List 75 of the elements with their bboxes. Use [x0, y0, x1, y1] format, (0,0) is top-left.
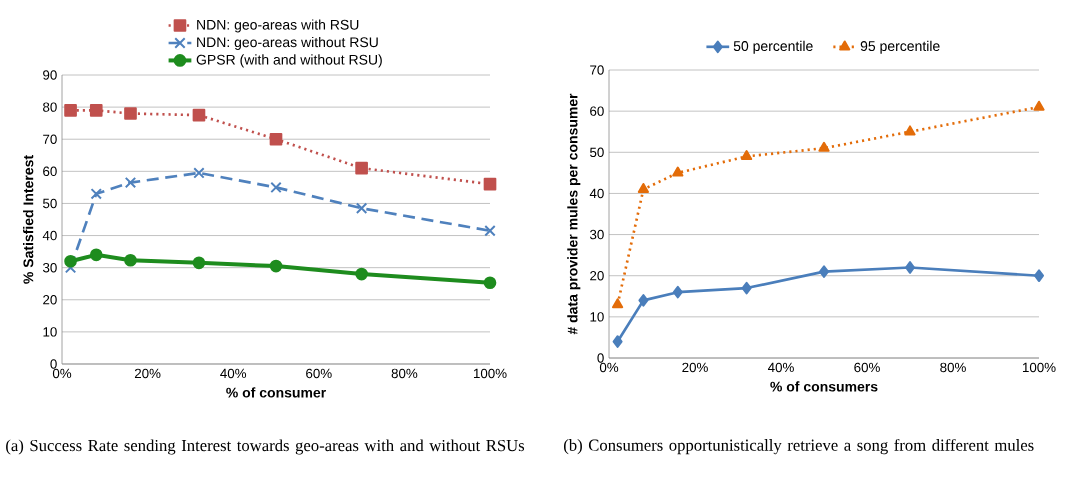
y-tick-label: 70	[43, 134, 57, 144]
y-axis-title: # data provider mules per consumer	[567, 93, 581, 335]
point	[672, 166, 684, 177]
x-tick-label: 20%	[682, 362, 708, 373]
point	[89, 103, 103, 117]
point	[355, 202, 368, 214]
point	[269, 132, 283, 146]
y-tick-label: 30	[42, 262, 57, 273]
point	[124, 253, 137, 267]
y-axis-title: % Satisfied Interest	[23, 155, 34, 284]
point	[818, 141, 830, 152]
x-tick-label: 40%	[767, 362, 794, 373]
point	[740, 150, 753, 161]
x-tick-label: 20%	[134, 368, 161, 379]
y-tick-label: 10	[590, 312, 604, 322]
point	[637, 182, 650, 193]
point	[483, 177, 497, 191]
point	[64, 103, 77, 117]
legend-label: 50 percentile	[733, 40, 813, 54]
point	[124, 176, 137, 189]
point	[124, 107, 137, 120]
y-tick-label: 20	[43, 295, 57, 305]
y-tick-label: 60	[590, 106, 604, 116]
point	[741, 281, 752, 295]
point	[193, 167, 205, 179]
point	[638, 294, 649, 307]
y-tick-label: 50	[590, 147, 604, 158]
point	[270, 181, 282, 194]
y-tick-label: 0	[597, 353, 604, 363]
x-tick-label: 60%	[854, 362, 880, 373]
y-tick-label: 40	[42, 230, 57, 241]
point	[483, 276, 497, 290]
x-axis-title: % of consumer	[226, 387, 326, 398]
y-tick-label: 20	[590, 271, 604, 281]
legend-label: 95 percentile	[860, 40, 940, 54]
y-tick-label: 90	[43, 70, 57, 80]
point	[904, 125, 916, 136]
x-tick-label: 0%	[599, 362, 619, 373]
y-tick-label: 50	[43, 198, 57, 209]
point	[192, 108, 206, 122]
x-tick-label: 80%	[940, 362, 966, 373]
x-axis-title: % of consumers	[770, 381, 878, 392]
point	[1033, 100, 1045, 111]
text: (b) Consumers opportunistically retrieve a song from different mules	[564, 438, 1034, 455]
x-tick-label: 100%	[473, 368, 507, 379]
legend-label: GPSR (with and without RSU)	[196, 54, 382, 68]
y-tick-label: 70	[590, 65, 604, 75]
point	[355, 161, 368, 175]
y-tick-label: 80	[43, 102, 57, 112]
point	[905, 261, 916, 274]
point	[1034, 269, 1045, 283]
point	[612, 335, 623, 348]
legend-label: NDN: geo-areas with RSU	[197, 19, 359, 33]
point	[90, 188, 102, 200]
y-tick-label: 0	[50, 359, 57, 369]
x-tick-label: 80%	[391, 368, 418, 379]
y-tick-label: 30	[589, 229, 604, 240]
point	[89, 248, 103, 262]
point	[355, 267, 368, 281]
text: (a) Success Rate sending Interest towards geo-areas with and without RSUs	[6, 439, 525, 455]
x-tick-label: 0%	[52, 368, 72, 379]
point	[611, 298, 624, 309]
legend-label: NDN: geo-areas without RSU	[197, 36, 378, 50]
x-tick-label: 40%	[220, 368, 247, 379]
point	[819, 265, 830, 278]
point	[192, 256, 206, 270]
point	[64, 254, 77, 268]
y-tick-label: 10	[43, 327, 57, 337]
point	[269, 259, 283, 273]
x-tick-label: 60%	[306, 368, 332, 379]
x-tick-label: 100%	[1022, 362, 1056, 373]
point	[672, 285, 683, 299]
point	[484, 225, 496, 237]
y-tick-label: 60	[43, 166, 57, 177]
y-tick-label: 40	[589, 188, 604, 199]
